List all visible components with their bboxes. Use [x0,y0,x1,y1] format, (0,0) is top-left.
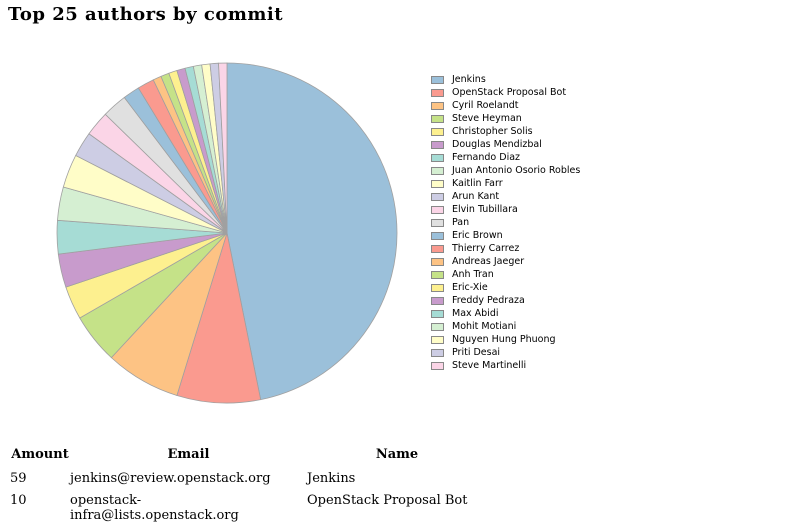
legend-swatch [431,218,444,227]
author-table: Amount Email Name 59 jenkins@review.open… [10,446,487,526]
legend-swatch [431,166,444,175]
pie-slice-steve-martinelli [218,62,228,234]
legend-label: Anh Tran [452,269,494,280]
legend-swatch [431,270,444,279]
legend-label: Max Abidi [452,308,499,319]
legend-item: Jenkins [431,73,580,86]
legend-item: Elvin Tubillara [431,203,580,216]
legend-label: Nguyen Hung Phuong [452,334,556,345]
pie-slice-jenkins [226,62,398,401]
legend-label: Cyril Roelandt [452,100,519,111]
legend-label: OpenStack Proposal Bot [452,87,567,98]
header-amount: Amount [11,446,69,462]
cell-email: openstack-infra@lists.openstack.org [70,493,239,523]
legend-item: Thierry Carrez [431,242,580,255]
cell-amount: 10 [10,493,27,508]
cell-name: Jenkins [307,471,356,486]
legend-swatch [431,309,444,318]
legend-item: Kaitlin Farr [431,177,580,190]
legend-swatch [431,348,444,357]
legend-item: Eric-Xie [431,281,580,294]
legend-swatch [431,257,444,266]
legend-item: Steve Heyman [431,112,580,125]
legend-label: Eric-Xie [452,282,488,293]
legend-swatch [431,231,444,240]
legend-label: Mohit Motiani [452,321,517,332]
legend-swatch [431,127,444,136]
chart-title: Top 25 authors by commit [8,4,284,25]
cell-name: OpenStack Proposal Bot [307,493,468,508]
legend-label: Priti Desai [452,347,501,358]
legend-swatch [431,75,444,84]
legend-swatch [431,114,444,123]
legend-item: Douglas Mendizbal [431,138,580,151]
legend-item: Nguyen Hung Phuong [431,333,580,346]
legend-item: Steve Martinelli [431,359,580,372]
pie-chart [56,62,398,404]
legend-item: Max Abidi [431,307,580,320]
legend-swatch [431,192,444,201]
legend-label: Steve Heyman [452,113,522,124]
legend-item: Christopher Solis [431,125,580,138]
legend: Jenkins OpenStack Proposal Bot Cyril Roela… [431,73,580,372]
legend-swatch [431,179,444,188]
legend-label: Kaitlin Farr [452,178,503,189]
legend-swatch [431,322,444,331]
legend-swatch [431,296,444,305]
legend-swatch [431,283,444,292]
legend-item: Anh Tran [431,268,580,281]
legend-label: Andreas Jaeger [452,256,525,267]
legend-item: Freddy Pedraza [431,294,580,307]
legend-label: Fernando Diaz [452,152,521,163]
legend-swatch [431,140,444,149]
table-row: 59 jenkins@review.openstack.org Jenkins [10,468,487,490]
legend-item: OpenStack Proposal Bot [431,86,580,99]
legend-item: Eric Brown [431,229,580,242]
legend-swatch [431,244,444,253]
header-name: Name [375,446,419,462]
legend-item: Cyril Roelandt [431,99,580,112]
legend-label: Arun Kant [452,191,500,202]
legend-swatch [431,153,444,162]
cell-amount: 59 [10,471,27,486]
legend-label: Steve Martinelli [452,360,527,371]
legend-swatch [431,361,444,370]
legend-label: Juan Antonio Osorio Robles [452,165,581,176]
header-email: Email [167,446,210,462]
cell-email: jenkins@review.openstack.org [70,471,271,486]
legend-item: Pan [431,216,580,229]
legend-label: Christopher Solis [452,126,533,137]
legend-item: Mohit Motiani [431,320,580,333]
legend-label: Freddy Pedraza [452,295,525,306]
legend-item: Juan Antonio Osorio Robles [431,164,580,177]
legend-swatch [431,101,444,110]
legend-label: Pan [452,217,470,228]
legend-swatch [431,205,444,214]
legend-item: Fernando Diaz [431,151,580,164]
legend-label: Jenkins [452,74,486,85]
legend-label: Eric Brown [452,230,503,241]
table-row: 10 openstack-infra@lists.openstack.org O… [10,490,487,526]
legend-label: Thierry Carrez [452,243,520,254]
legend-label: Elvin Tubillara [452,204,518,215]
legend-item: Andreas Jaeger [431,255,580,268]
table-header-row: Amount Email Name [10,446,487,468]
legend-label: Douglas Mendizbal [452,139,542,150]
legend-swatch [431,88,444,97]
legend-item: Priti Desai [431,346,580,359]
legend-swatch [431,335,444,344]
legend-item: Arun Kant [431,190,580,203]
